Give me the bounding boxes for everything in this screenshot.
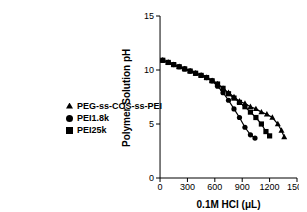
svg-text:900: 900 — [235, 182, 250, 192]
svg-text:1200: 1200 — [260, 182, 280, 192]
svg-text:Polymer Solution pH: Polymer Solution pH — [121, 49, 132, 147]
svg-text:10: 10 — [144, 65, 154, 75]
html-text:PEI25k: PEI25k — [77, 125, 107, 135]
svg-text:0.1M HCl (μL): 0.1M HCl (μL) — [197, 199, 261, 210]
html-text:PEI1.8k: PEI1.8k — [77, 113, 109, 123]
svg-text:5: 5 — [149, 119, 154, 129]
svg-text:0: 0 — [149, 173, 154, 183]
svg-text:15: 15 — [144, 11, 154, 21]
html-text:PEG-ss-COS-ss-PEI: PEG-ss-COS-ss-PEI — [77, 101, 162, 111]
svg-text:0: 0 — [158, 182, 163, 192]
svg-text:1500: 1500 — [287, 182, 299, 192]
svg-text:300: 300 — [180, 182, 195, 192]
svg-text:600: 600 — [207, 182, 222, 192]
